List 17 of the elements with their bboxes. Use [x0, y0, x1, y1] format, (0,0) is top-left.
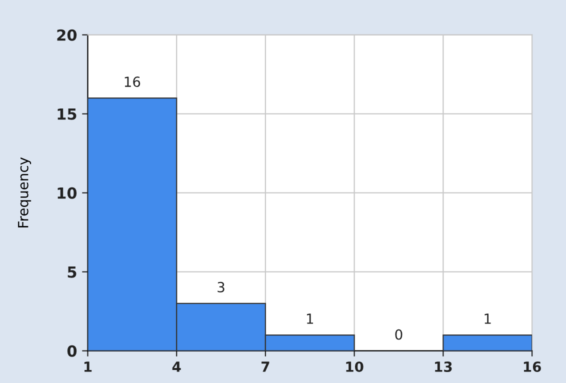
- data-label: 1: [484, 314, 491, 324]
- y-tick-label: 15: [58, 108, 76, 120]
- x-tick-label: 13: [435, 361, 452, 372]
- x-tick-label: 7: [262, 362, 270, 372]
- x-tick-label: 10: [346, 361, 364, 372]
- y-tick-label: 20: [57, 29, 77, 41]
- y-axis-title: Frequency: [18, 157, 32, 228]
- data-label: 1: [306, 314, 314, 324]
- y-tick-label: 0: [67, 345, 77, 357]
- x-tick-label: 4: [172, 362, 181, 372]
- x-tick-label: 16: [524, 362, 541, 372]
- x-tick-label: 1: [84, 362, 92, 372]
- data-label: 0: [395, 329, 402, 340]
- y-tick-label: 5: [68, 266, 76, 278]
- data-label: 3: [218, 282, 224, 292]
- data-label: 16: [124, 76, 140, 88]
- y-tick-label: 10: [58, 187, 77, 199]
